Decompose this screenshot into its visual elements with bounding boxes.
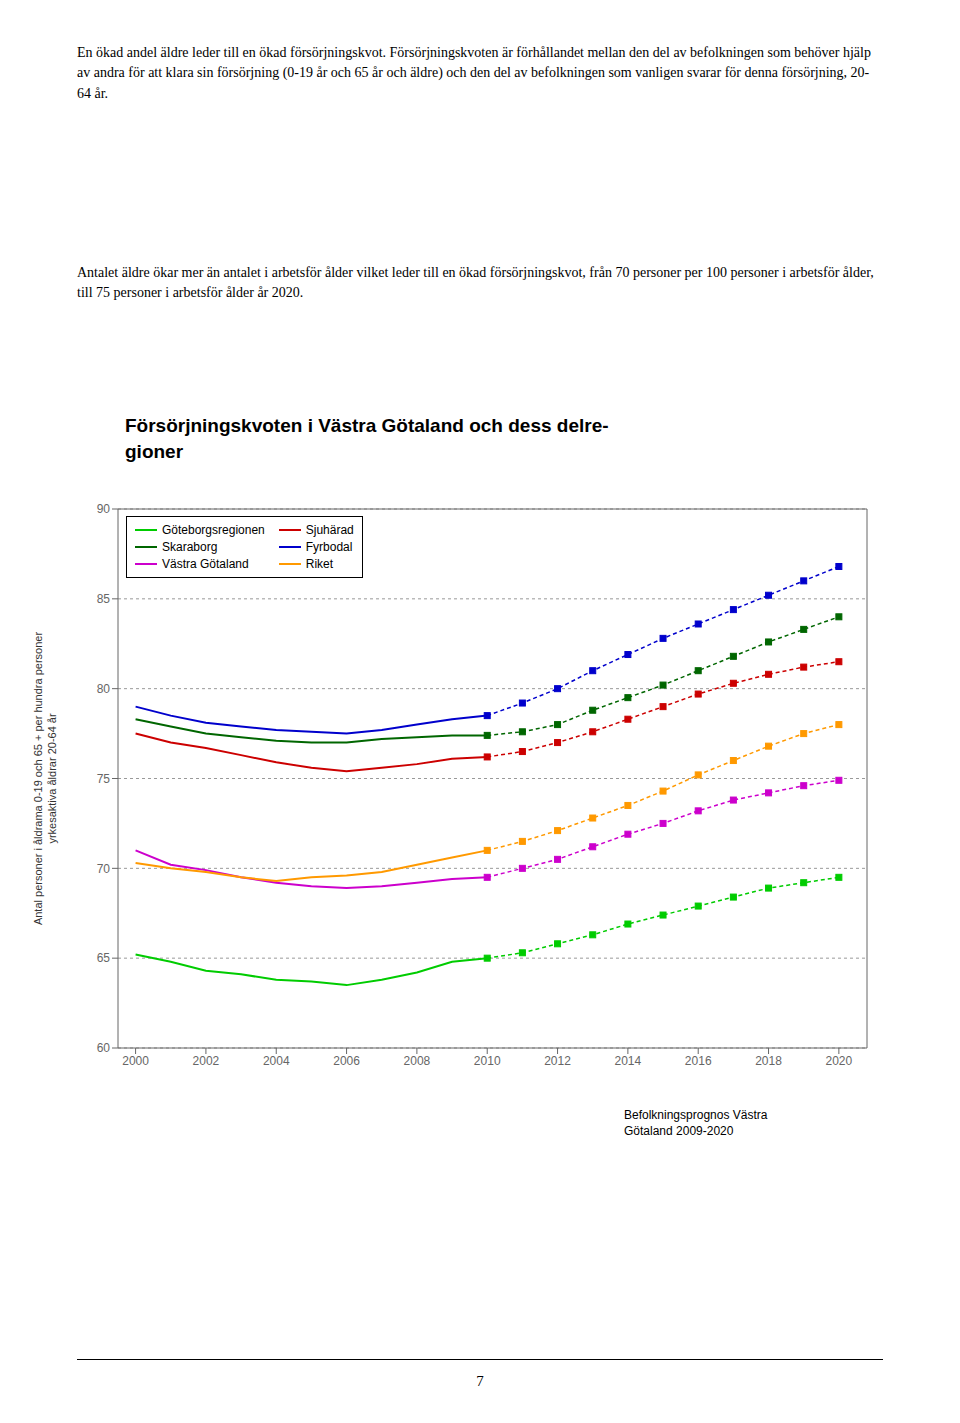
svg-text:65: 65 xyxy=(97,951,111,965)
svg-text:80: 80 xyxy=(97,682,111,696)
html-text:En ökad andel äldre leder till: En ökad andel äldre leder till en ökad f… xyxy=(77,45,871,101)
svg-text:60: 60 xyxy=(97,1041,111,1055)
html-text:Riket: Riket xyxy=(305,557,334,571)
svg-text:2016: 2016 xyxy=(685,1054,712,1068)
svg-text:70: 70 xyxy=(97,862,111,876)
svg-text:2006: 2006 xyxy=(333,1054,360,1068)
html-text:Försörjningskvoten i Västra Gö: Försörjningskvoten i Västra Götaland och… xyxy=(125,415,609,462)
svg-text:2012: 2012 xyxy=(544,1054,571,1068)
svg-text:2020: 2020 xyxy=(826,1054,853,1068)
svg-text:2004: 2004 xyxy=(263,1054,290,1068)
svg-text:Antal personer i åldrama 0-19: Antal personer i åldrama 0-19 och 65 + p… xyxy=(32,632,58,926)
svg-text:2018: 2018 xyxy=(755,1054,782,1068)
html-text:Sjuhärad: Sjuhärad xyxy=(305,523,354,537)
html-text:Befolkningsprognos Västra Göta: Befolkningsprognos Västra Götaland 2009-… xyxy=(624,1108,768,1138)
svg-text:2002: 2002 xyxy=(193,1054,220,1068)
svg-text:2000: 2000 xyxy=(122,1054,149,1068)
html-text:Antalet äldre ökar mer än anta: Antalet äldre ökar mer än antalet i arbe… xyxy=(77,265,874,301)
svg-text:2014: 2014 xyxy=(615,1054,642,1068)
svg-text:85: 85 xyxy=(97,592,111,606)
svg-text:2010: 2010 xyxy=(474,1054,501,1068)
svg-text:75: 75 xyxy=(97,772,111,786)
svg-text:2008: 2008 xyxy=(404,1054,431,1068)
html-text:Göteborgsregionen: Göteborgsregionen xyxy=(162,523,265,537)
html-text:Fyrbodal: Fyrbodal xyxy=(305,540,353,554)
html-text:Västra Götaland: Västra Götaland xyxy=(162,557,249,571)
html-text:7: 7 xyxy=(476,1373,484,1389)
html-text:Skaraborg: Skaraborg xyxy=(162,540,218,554)
svg-text:90: 90 xyxy=(97,502,111,516)
